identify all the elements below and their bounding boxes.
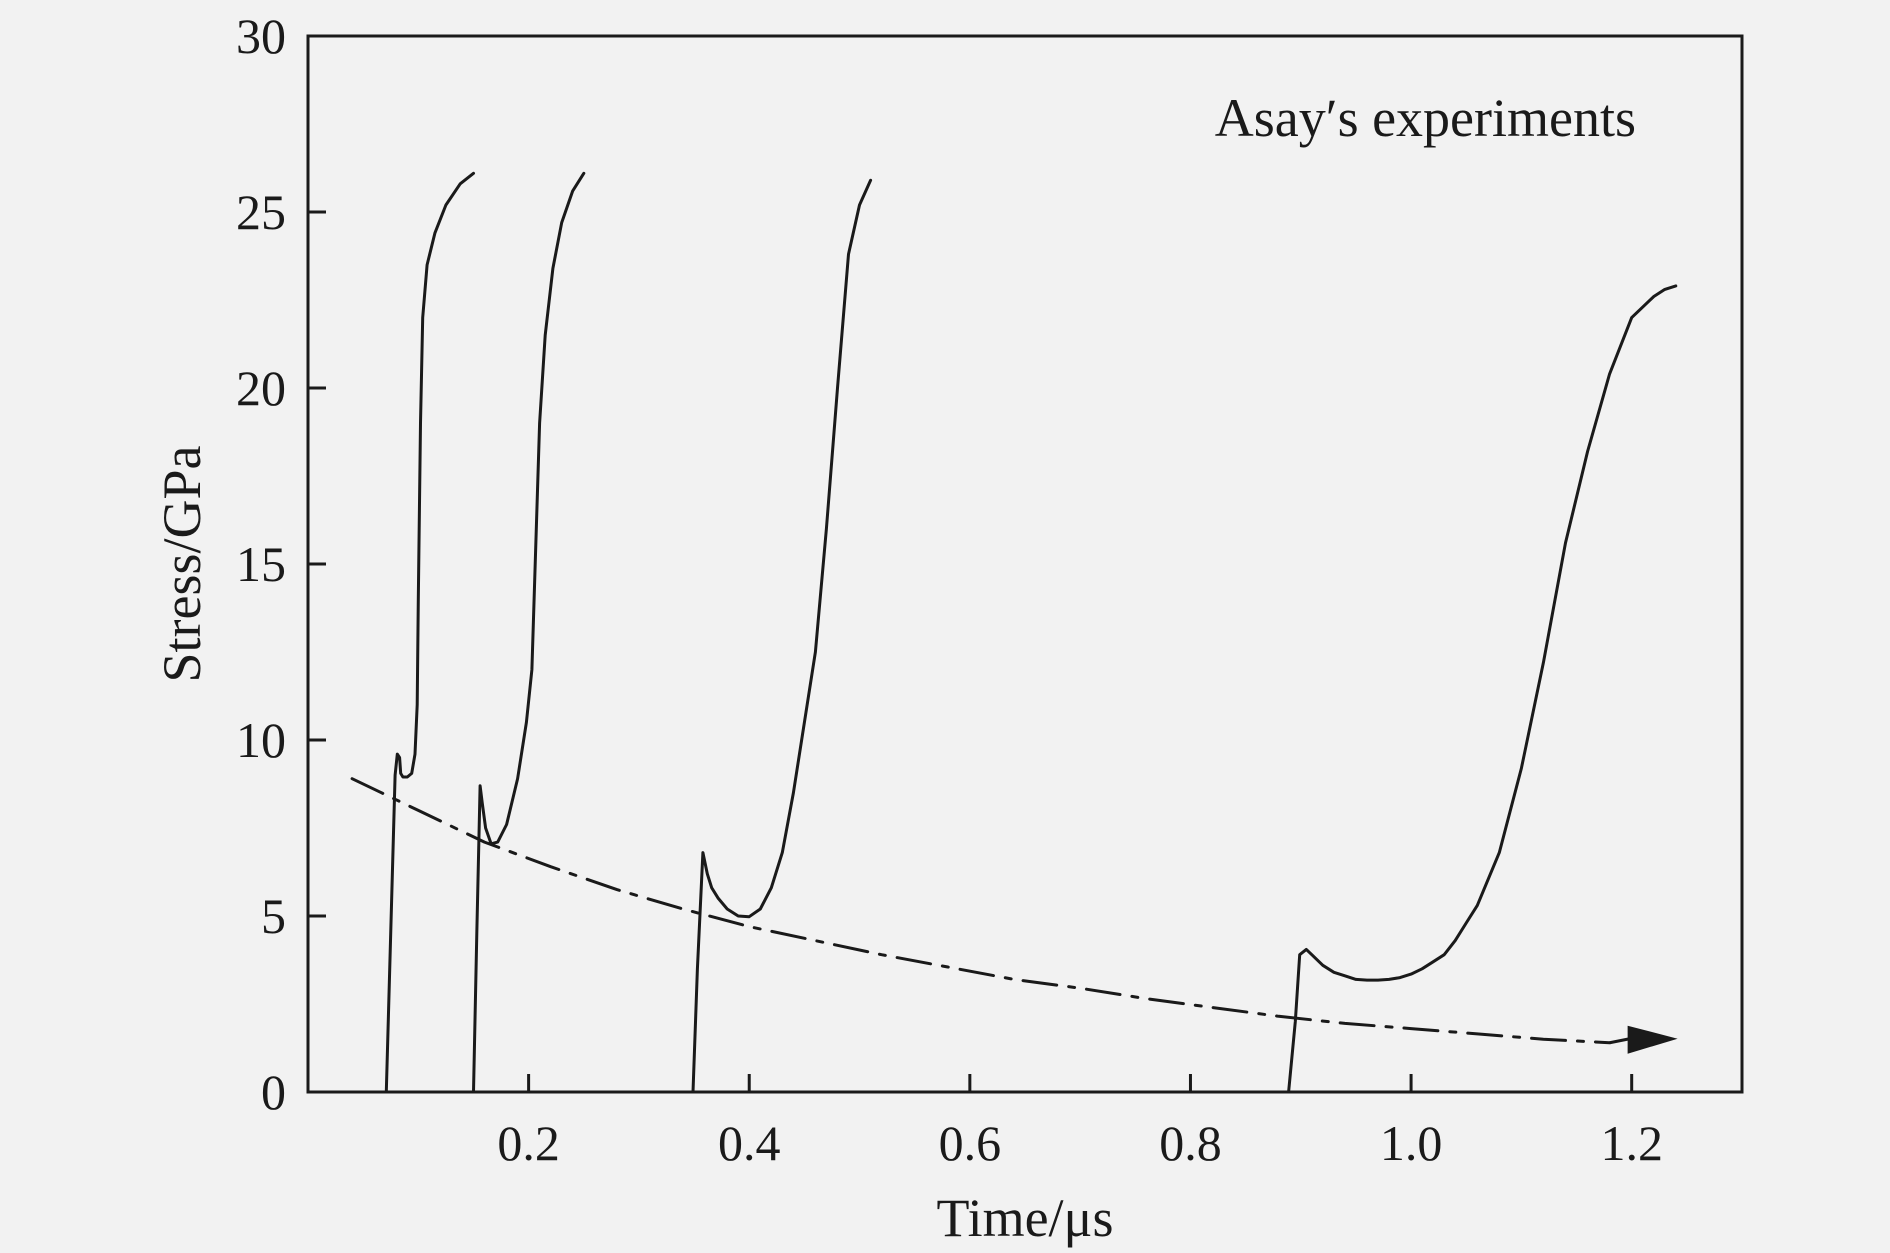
stress-curve-4	[1287, 284, 1678, 1094]
x-tick-label: 0.2	[497, 1115, 560, 1171]
plot-frame	[306, 34, 1744, 1094]
y-tick-label: 10	[236, 712, 286, 768]
y-tick-label: 15	[236, 536, 286, 592]
x-axis-ticks: 0.2 0.4 0.6 0.8 1.0 1.2	[497, 1074, 1663, 1171]
y-axis-ticks: 0 5 10 15 20 25 30	[236, 8, 326, 1120]
x-tick-label: 0.4	[718, 1115, 781, 1171]
x-tick-label: 0.8	[1159, 1115, 1222, 1171]
y-tick-label: 5	[261, 888, 286, 944]
y-tick-label: 0	[261, 1064, 286, 1120]
y-tick-label: 25	[236, 184, 286, 240]
stress-curve-2	[472, 171, 586, 1094]
annotation-label: Asay′s experiments	[1215, 88, 1636, 148]
trend-arrow-head	[1627, 1025, 1678, 1054]
series-layer	[350, 171, 1678, 1094]
x-tick-label: 0.6	[939, 1115, 1002, 1171]
stress-curve-1	[384, 171, 475, 1094]
x-tick-label: 1.2	[1600, 1115, 1663, 1171]
y-tick-label: 20	[236, 360, 286, 416]
stress-curve-3	[691, 178, 873, 1094]
trend-arrow-shaft	[1609, 1037, 1630, 1045]
y-tick-label: 30	[236, 8, 286, 64]
y-axis-label: Stress/GPa	[152, 445, 212, 682]
x-axis-label: Time/μs	[936, 1188, 1113, 1248]
x-tick-label: 1.0	[1380, 1115, 1443, 1171]
trend-line-dash-dot	[350, 777, 1612, 1045]
